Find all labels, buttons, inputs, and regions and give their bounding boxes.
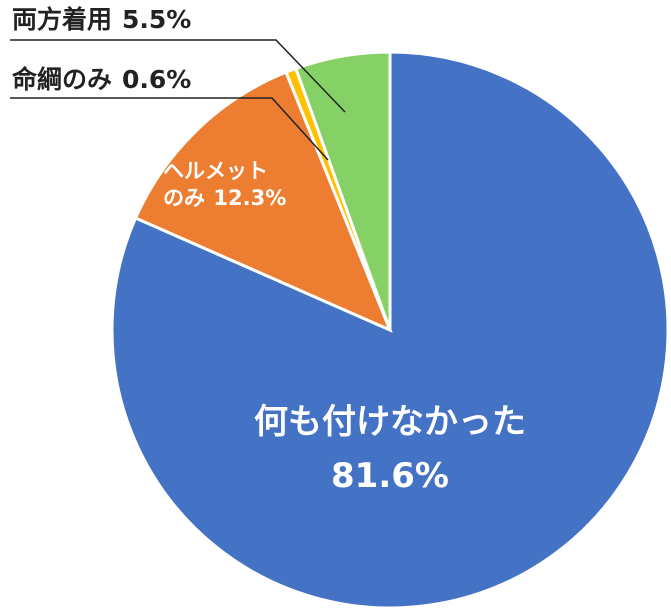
category-label: 命綱のみ <box>12 65 113 94</box>
category-label: 何も付けなかった <box>254 402 526 442</box>
category-label: 両方着用 <box>12 5 113 34</box>
slice-label: 両方着用 5.5% <box>12 4 292 37</box>
slice-label: 何も付けなかった 81.6% <box>220 400 560 498</box>
pie-slice <box>293 50 392 331</box>
value-label: 0.6% <box>122 65 192 94</box>
pie-slice <box>133 70 393 333</box>
slice-label: 命綱のみ 0.6% <box>12 64 292 97</box>
slice-label: ヘルメット のみ 12.3% <box>163 158 343 213</box>
value-label: 5.5% <box>122 5 192 34</box>
category-label: ヘルメット のみ <box>163 159 268 211</box>
value-label: 12.3% <box>213 186 287 211</box>
value-label: 81.6% <box>331 456 449 497</box>
leader-line <box>10 39 346 113</box>
leader-line <box>10 97 329 161</box>
